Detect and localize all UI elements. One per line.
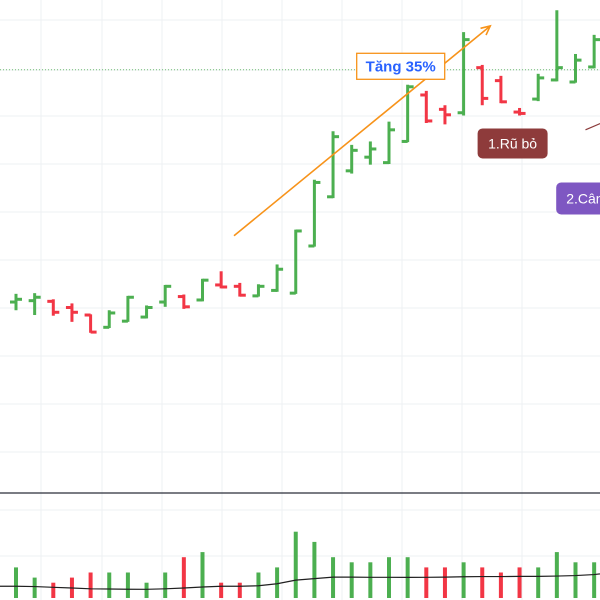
- ohlc-bar: [588, 34, 600, 69]
- balance-label-box: [556, 182, 600, 215]
- volume-bar: [312, 541, 317, 598]
- volume-bar: [517, 567, 522, 598]
- ohlc-bar: [233, 282, 246, 297]
- price-bars: [10, 10, 600, 334]
- ohlc-bar: [65, 303, 78, 322]
- volume-bar: [554, 552, 559, 598]
- volume-moving-average-line: [0, 566, 600, 590]
- ohlc-bar: [494, 75, 507, 104]
- ohlc-bar: [364, 141, 377, 165]
- ohlc-bar: [140, 305, 153, 319]
- ohlc-bar: [457, 32, 470, 116]
- volume-bar: [88, 572, 93, 598]
- volume-bar: [461, 562, 466, 598]
- volume-bar: [51, 582, 56, 598]
- volume-bar: [480, 567, 485, 598]
- volume-bar: [200, 552, 205, 598]
- volume-bar: [144, 582, 149, 598]
- ohlc-bar: [271, 264, 284, 292]
- volume-bar: [219, 582, 224, 598]
- uptrend-arrow: [233, 25, 491, 237]
- ohlc-bar: [215, 271, 228, 289]
- ohlc-bar: [438, 105, 451, 125]
- ohlc-bar: [84, 313, 97, 334]
- volume-bar: [424, 567, 429, 598]
- ohlc-bar: [476, 64, 489, 106]
- volume-bar: [275, 567, 280, 598]
- ohlc-bar: [308, 179, 321, 248]
- volume-bar: [107, 572, 112, 598]
- gain-label: Tăng 35%: [356, 52, 446, 80]
- volume-bar: [536, 567, 541, 598]
- ohlc-bar: [420, 90, 433, 123]
- uptrend-arrowhead: [480, 24, 492, 36]
- volume-bar: [32, 577, 37, 598]
- volume-bar: [573, 562, 578, 598]
- volume-bar: [592, 562, 597, 598]
- ohlc-bar: [10, 293, 22, 311]
- ohlc-bar: [383, 121, 395, 165]
- ohlc-bar: [103, 310, 116, 329]
- ohlc-bar: [327, 131, 340, 199]
- shakeout-pointer-line: [585, 122, 600, 131]
- volume-bar: [293, 531, 298, 598]
- balance-label-text: 2.Cân b: [566, 190, 600, 206]
- shakeout-label-text: 1.Rũ bỏ: [488, 135, 537, 151]
- volume-bar: [349, 562, 354, 598]
- ohlc-bar: [47, 299, 60, 316]
- volume-bar: [125, 572, 130, 598]
- ohlc-bar: [345, 144, 358, 174]
- ohlc-bar: [550, 10, 563, 82]
- ohlc-bar: [569, 53, 582, 84]
- ohlc-bar: [159, 284, 172, 307]
- gain-label-box: [356, 52, 446, 80]
- gain-label-text: Tăng 35%: [366, 58, 436, 75]
- volume-bar: [498, 572, 503, 598]
- volume-bar: [163, 572, 168, 598]
- shakeout-label-box: [477, 128, 548, 159]
- ohlc-bar: [28, 293, 41, 316]
- ohlc-bar: [196, 278, 209, 302]
- volume-bar: [181, 557, 186, 598]
- ohlc-bar: [532, 73, 545, 102]
- shakeout-label: 1.Rũ bỏ: [477, 128, 548, 159]
- ohlc-bar: [513, 107, 526, 116]
- ohlc-bar: [121, 295, 134, 323]
- ohlc-bar: [289, 229, 302, 295]
- ohlc-bar: [252, 284, 265, 298]
- balance-label: 2.Cân b: [556, 182, 600, 215]
- volume-bar: [14, 567, 18, 598]
- volume-bar: [368, 562, 373, 598]
- volume-bar: [442, 567, 447, 598]
- ohlc-bar: [177, 294, 190, 309]
- volume-bar: [237, 582, 242, 598]
